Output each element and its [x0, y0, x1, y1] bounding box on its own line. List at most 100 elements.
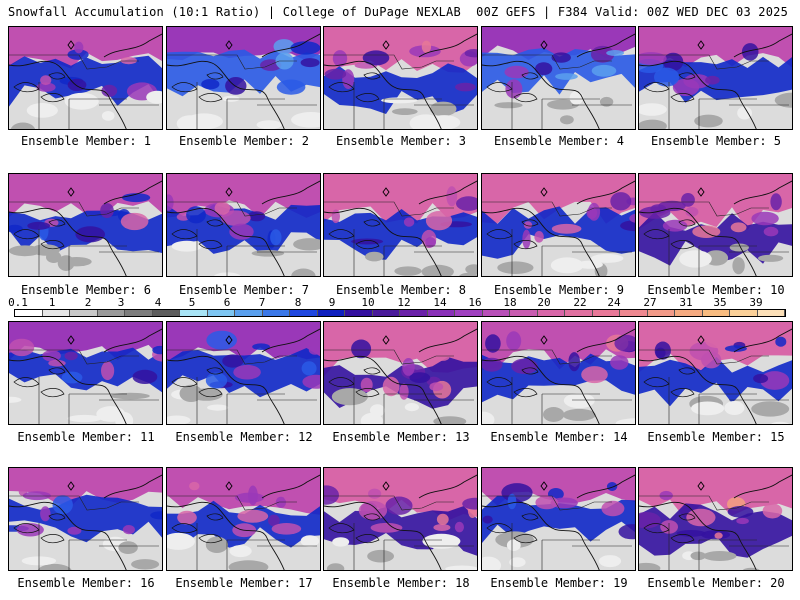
- light-accumulation-cell: [229, 545, 252, 558]
- snow-accumulation-cell: [283, 491, 300, 503]
- light-accumulation-cell: [421, 264, 454, 276]
- light-accumulation-cell: [300, 535, 320, 547]
- snowfall-map-2: [167, 27, 320, 129]
- snowfall-map-16: [9, 468, 162, 570]
- snow-accumulation-cell: [301, 361, 317, 376]
- scale-swatch: [70, 310, 98, 316]
- light-accumulation-cell: [213, 272, 241, 276]
- light-accumulation-cell: [394, 266, 422, 276]
- snow-accumulation-cell: [618, 524, 635, 540]
- scale-label: 6: [223, 296, 231, 309]
- member-caption: Ensemble Member: 1: [20, 134, 152, 148]
- member-caption: Ensemble Member: 10: [647, 283, 785, 297]
- great-lakes-outline: [643, 513, 696, 544]
- light-accumulation-cell: [690, 551, 706, 561]
- light-accumulation-cell: [639, 119, 667, 129]
- light-accumulation-cell: [639, 103, 667, 116]
- great-lakes-outline: [328, 219, 381, 250]
- snowfall-map-20: [639, 468, 792, 570]
- map-panel-member-5: [638, 26, 793, 130]
- snow-accumulation-cell: [639, 52, 667, 65]
- color-scale-labels: 0.1 1 2 3 4 5 6 7 8 9 10 12 14 16 18 20 22 24 27 31 35 39: [8, 296, 786, 309]
- snow-accumulation-cell: [327, 42, 345, 51]
- snow-accumulation-cell: [433, 524, 451, 531]
- snow-accumulation-cell: [40, 506, 51, 522]
- member-caption: Ensemble Member: 19: [490, 576, 628, 590]
- snow-accumulation-cell: [332, 50, 348, 67]
- member-caption: Ensemble Member: 2: [178, 134, 310, 148]
- state-borders: [9, 349, 159, 424]
- light-accumulation-cell: [409, 114, 442, 129]
- light-accumulation-cell: [171, 240, 202, 252]
- snow-accumulation-cell: [22, 491, 51, 501]
- state-borders: [482, 349, 632, 424]
- snow-accumulation-cell: [42, 350, 61, 362]
- light-accumulation-cell: [101, 111, 115, 121]
- light-accumulation-cell: [64, 92, 99, 110]
- snow-accumulation-cell: [610, 192, 632, 211]
- snow-accumulation-cell: [535, 495, 559, 510]
- coastline: [482, 180, 635, 276]
- coastline: [324, 180, 477, 276]
- light-accumulation-cell: [758, 254, 784, 262]
- snow-accumulation-cell: [120, 212, 149, 231]
- snow-accumulation-cell: [485, 334, 501, 353]
- light-accumulation-cell: [771, 421, 790, 424]
- great-lakes-outline: [13, 367, 66, 398]
- light-accumulation-cell: [96, 406, 126, 422]
- scale-label: 2: [84, 296, 92, 309]
- snow-accumulation-cell: [167, 194, 174, 211]
- snow-accumulation-cell: [370, 522, 403, 533]
- snow-accumulation-cell: [730, 222, 747, 233]
- snow-accumulation-cell: [705, 75, 720, 85]
- snow-accumulation-cell: [351, 238, 384, 245]
- diamond-marker-icon: [697, 187, 705, 197]
- map-panel-member-3: [323, 26, 478, 130]
- member-caption: Ensemble Member: 16: [17, 576, 155, 590]
- light-accumulation-cell: [482, 411, 495, 424]
- light-accumulation-cell: [615, 418, 635, 424]
- snow-accumulation-cell: [67, 49, 89, 60]
- member-caption: Ensemble Member: 6: [20, 283, 152, 297]
- snow-accumulation-cell: [150, 511, 162, 520]
- scale-swatch: [400, 310, 428, 316]
- light-accumulation-cell: [550, 257, 584, 274]
- coastline: [324, 33, 477, 129]
- scale-swatch: [207, 310, 235, 316]
- great-lakes-outline: [171, 513, 224, 544]
- scale-swatch: [15, 310, 43, 316]
- snow-accumulation-cell: [402, 358, 415, 376]
- map-panel-member-15: [638, 321, 793, 425]
- snow-accumulation-cell: [663, 52, 684, 72]
- map-panel-member-14: [481, 321, 636, 425]
- snow-accumulation-cell: [672, 78, 700, 96]
- snow-accumulation-cell: [736, 517, 749, 525]
- snowfall-map-4: [482, 27, 635, 129]
- great-lakes-outline: [643, 72, 696, 103]
- map-panel-member-1: [8, 26, 163, 130]
- snow-accumulation-cell: [189, 481, 200, 491]
- light-accumulation-cell: [331, 388, 368, 406]
- chart-title: Snowfall Accumulation (10:1 Ratio) | Col…: [8, 5, 461, 19]
- member-caption: Ensemble Member: 12: [175, 430, 313, 444]
- snow-accumulation-cell: [606, 482, 618, 491]
- scale-label: 16: [468, 296, 482, 309]
- snow-accumulation-cell: [100, 203, 114, 219]
- snow-accumulation-cell: [122, 193, 151, 203]
- snowfall-map-5: [639, 27, 792, 129]
- snow-accumulation-cell: [214, 201, 230, 215]
- light-accumulation-cell: [326, 563, 345, 570]
- member-caption: Ensemble Member: 13: [332, 430, 470, 444]
- scale-swatch: [455, 310, 483, 316]
- diamond-marker-icon: [540, 481, 548, 491]
- light-accumulation-cell: [118, 541, 138, 554]
- snowfall-map-19: [482, 468, 635, 570]
- great-lakes-outline: [328, 513, 381, 544]
- scale-swatch: [592, 310, 620, 316]
- map-panel-member-17: [166, 467, 321, 571]
- scale-swatch: [702, 310, 730, 316]
- light-accumulation-cell: [494, 102, 523, 109]
- scale-label: 7: [258, 296, 266, 309]
- coastline: [167, 474, 320, 570]
- state-borders: [324, 201, 474, 276]
